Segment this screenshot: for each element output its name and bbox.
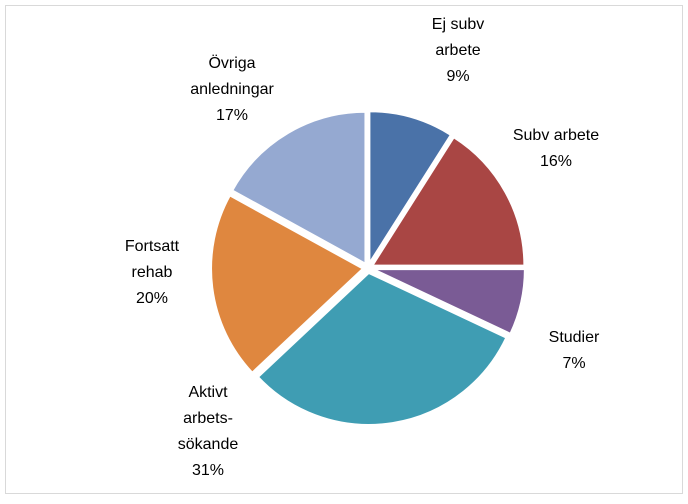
slice-label: Aktivt	[188, 384, 228, 401]
slice-value-label: 17%	[216, 107, 248, 124]
pie-slice	[368, 110, 453, 267]
pie-slice	[370, 135, 526, 267]
pie-slice	[230, 110, 367, 266]
slice-label: arbets-	[183, 410, 233, 427]
slice-label: Subv arbete	[513, 127, 599, 144]
slice-label: sökande	[178, 436, 239, 453]
slice-value-label: 16%	[540, 153, 572, 170]
slice-value-label: 31%	[192, 462, 224, 479]
slice-label: rehab	[132, 264, 173, 281]
slice-value-label: 9%	[446, 68, 469, 85]
slice-value-label: 20%	[136, 290, 168, 307]
slice-label: Studier	[549, 329, 600, 346]
slice-label: Ej subv	[432, 16, 484, 33]
pie-slice	[372, 268, 526, 336]
slice-label: anledningar	[190, 81, 274, 98]
slice-value-label: 7%	[562, 355, 585, 372]
slice-label: Övriga	[208, 54, 255, 72]
slice-label: arbete	[435, 42, 480, 59]
slice-label: Fortsatt	[125, 238, 180, 255]
pie-slice	[210, 194, 365, 375]
pie-slice	[256, 271, 508, 426]
